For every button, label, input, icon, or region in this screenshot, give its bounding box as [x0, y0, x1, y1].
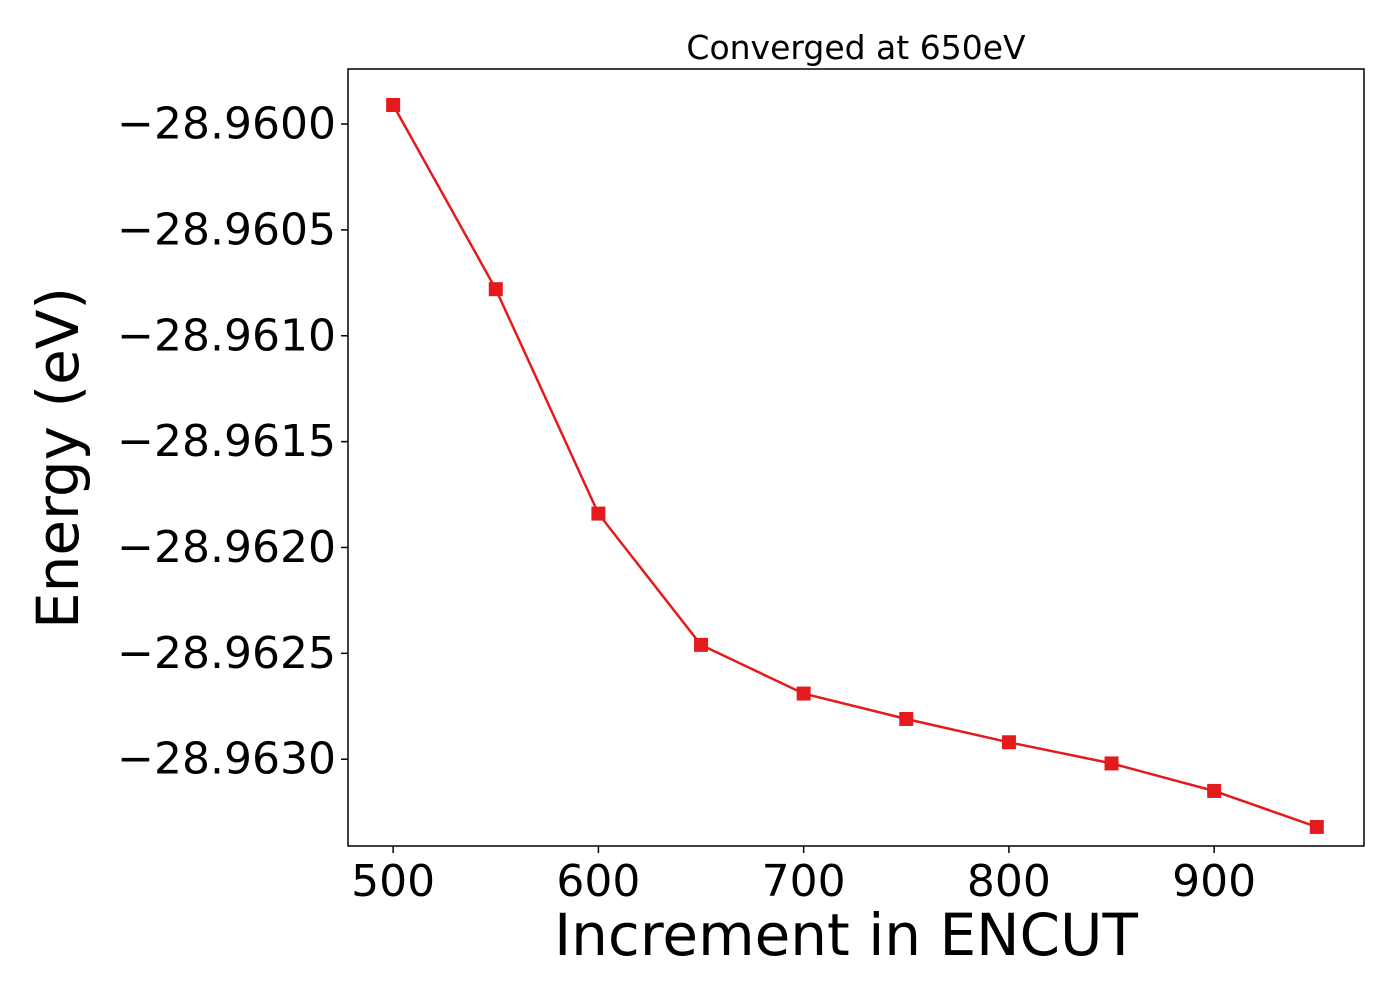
- x-ticks: 500 600 700 800 900: [351, 846, 1256, 907]
- data-point-marker: [1309, 819, 1324, 834]
- data-point-marker: [591, 506, 606, 521]
- y-axis-label: Energy (eV): [24, 287, 92, 629]
- x-axis-label: Increment in ENCUT: [554, 901, 1138, 969]
- y-tick-label: −28.9615: [117, 416, 336, 467]
- data-point-marker: [899, 711, 914, 726]
- chart-title: Converged at 650eV: [686, 28, 1026, 67]
- x-tick-label: 600: [556, 856, 640, 907]
- x-tick-label: 700: [762, 856, 846, 907]
- data-point-marker: [796, 686, 811, 701]
- data-point-marker: [1207, 783, 1222, 798]
- data-point-marker: [386, 97, 401, 112]
- y-tick-label: −28.9605: [117, 204, 336, 255]
- y-tick-label: −28.9625: [117, 628, 336, 679]
- y-tick-label: −28.9630: [117, 734, 336, 785]
- series-line: [392, 104, 1318, 829]
- data-point-marker: [488, 282, 503, 297]
- x-tick-label: 900: [1172, 856, 1256, 907]
- y-ticks: −28.9600 −28.9605 −28.9610 −28.9615 −28.9620…: [117, 99, 348, 785]
- x-tick-label: 800: [967, 856, 1051, 907]
- plot-series: [386, 97, 1324, 834]
- data-point-marker: [694, 637, 709, 652]
- data-point-marker: [1104, 756, 1119, 771]
- y-tick-label: −28.9600: [117, 99, 336, 150]
- plot-frame: [347, 68, 1365, 847]
- data-point-marker: [1001, 735, 1016, 750]
- y-tick-label: −28.9620: [117, 522, 336, 573]
- x-tick-label: 500: [351, 856, 435, 907]
- y-tick-label: −28.9610: [117, 310, 336, 361]
